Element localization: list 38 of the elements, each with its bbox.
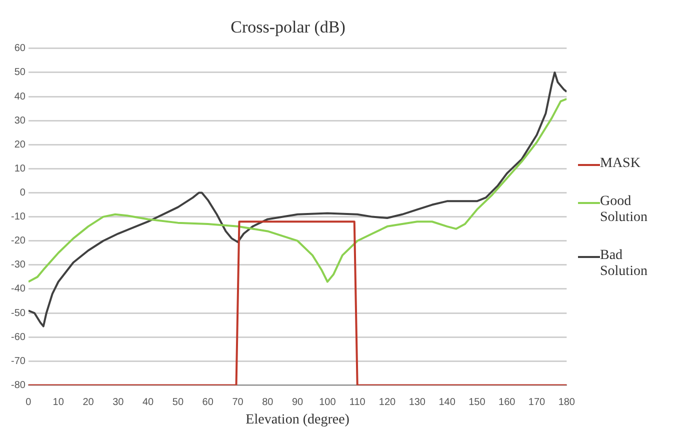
y-tick-label: 50 <box>14 67 26 78</box>
x-tick-label: 170 <box>528 396 546 408</box>
x-tick-label: 110 <box>349 396 366 408</box>
legend-label: MASK <box>600 156 642 172</box>
x-tick-label: 140 <box>438 396 456 408</box>
x-tick-label: 150 <box>468 396 486 408</box>
x-tick-label: 10 <box>52 396 64 408</box>
legend-label: Good Solution <box>600 194 648 226</box>
x-tick-label: 160 <box>498 396 516 408</box>
x-tick-label: 90 <box>292 396 304 408</box>
y-tick-label: 0 <box>20 187 26 198</box>
x-tick-label: 50 <box>172 396 184 408</box>
y-tick-label: -40 <box>11 284 26 295</box>
x-tick-label: 80 <box>262 396 274 408</box>
x-tick-label: 70 <box>232 396 244 408</box>
y-tick-label: 60 <box>14 43 26 54</box>
y-tick-label: -10 <box>11 212 26 223</box>
x-axis-title: Elevation (degree) <box>246 412 350 428</box>
x-tick-label: 40 <box>142 396 154 408</box>
x-tick-label: 100 <box>319 396 336 408</box>
y-tick-label: 10 <box>14 163 26 174</box>
x-tick-label: 20 <box>82 396 94 408</box>
y-tick-label: 30 <box>14 115 26 126</box>
y-tick-label: 40 <box>14 91 26 102</box>
y-tick-label: -80 <box>11 380 26 391</box>
x-tick-label: 30 <box>112 396 124 408</box>
y-tick-label: -20 <box>11 236 26 247</box>
x-tick-label: 60 <box>202 396 214 408</box>
y-tick-label: -30 <box>11 260 26 271</box>
y-tick-label: 20 <box>14 139 26 150</box>
y-tick-label: -50 <box>11 308 26 319</box>
x-tick-label: 130 <box>408 396 426 408</box>
y-tick-label: -60 <box>11 332 26 343</box>
chart-title: Cross-polar (dB) <box>230 18 346 37</box>
y-tick-label: -70 <box>11 356 26 367</box>
legend-label: Bad Solution <box>600 248 648 280</box>
x-tick-label: 120 <box>378 396 396 408</box>
x-tick-label: 180 <box>558 396 576 408</box>
